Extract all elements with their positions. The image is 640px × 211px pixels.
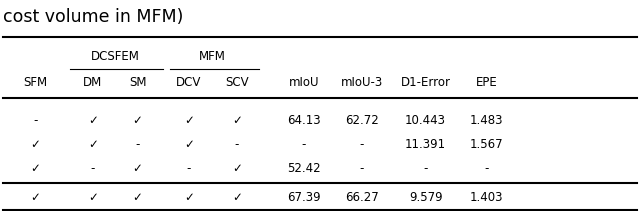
Text: ✓: ✓ [132, 191, 143, 204]
Text: DM: DM [83, 76, 102, 89]
Text: mIoU: mIoU [289, 76, 319, 89]
Text: cost volume in MFM): cost volume in MFM) [3, 8, 184, 26]
Text: -: - [235, 138, 239, 151]
Text: ✓: ✓ [88, 191, 98, 204]
Text: ✓: ✓ [184, 191, 194, 204]
Text: ✓: ✓ [88, 114, 98, 127]
Text: -: - [91, 162, 95, 175]
Text: ✓: ✓ [232, 114, 242, 127]
Text: -: - [360, 162, 364, 175]
Text: DCV: DCV [176, 76, 202, 89]
Text: 1.483: 1.483 [470, 114, 503, 127]
Text: 64.13: 64.13 [287, 114, 321, 127]
Text: DCSFEM: DCSFEM [91, 50, 140, 64]
Text: D1-Error: D1-Error [401, 76, 451, 89]
Text: ✓: ✓ [232, 162, 242, 175]
Text: ✓: ✓ [30, 162, 40, 175]
Text: 62.72: 62.72 [345, 114, 378, 127]
Text: mIoU-3: mIoU-3 [340, 76, 383, 89]
Text: 10.443: 10.443 [405, 114, 446, 127]
Text: ✓: ✓ [132, 162, 143, 175]
Text: 11.391: 11.391 [405, 138, 446, 151]
Text: ✓: ✓ [232, 191, 242, 204]
Text: ✓: ✓ [88, 138, 98, 151]
Text: -: - [302, 138, 306, 151]
Text: -: - [424, 162, 428, 175]
Text: SM: SM [129, 76, 147, 89]
Text: -: - [136, 138, 140, 151]
Text: ✓: ✓ [184, 138, 194, 151]
Text: 1.403: 1.403 [470, 191, 503, 204]
Text: 9.579: 9.579 [409, 191, 442, 204]
Text: -: - [360, 138, 364, 151]
Text: 67.39: 67.39 [287, 191, 321, 204]
Text: -: - [187, 162, 191, 175]
Text: -: - [33, 114, 37, 127]
Text: 52.42: 52.42 [287, 162, 321, 175]
Text: ✓: ✓ [30, 191, 40, 204]
Text: -: - [484, 162, 488, 175]
Text: 66.27: 66.27 [345, 191, 378, 204]
Text: SFM: SFM [23, 76, 47, 89]
Text: SCV: SCV [225, 76, 248, 89]
Text: EPE: EPE [476, 76, 497, 89]
Text: ✓: ✓ [184, 114, 194, 127]
Text: ✓: ✓ [30, 138, 40, 151]
Text: 1.567: 1.567 [470, 138, 503, 151]
Text: MFM: MFM [200, 50, 226, 64]
Text: ✓: ✓ [132, 114, 143, 127]
